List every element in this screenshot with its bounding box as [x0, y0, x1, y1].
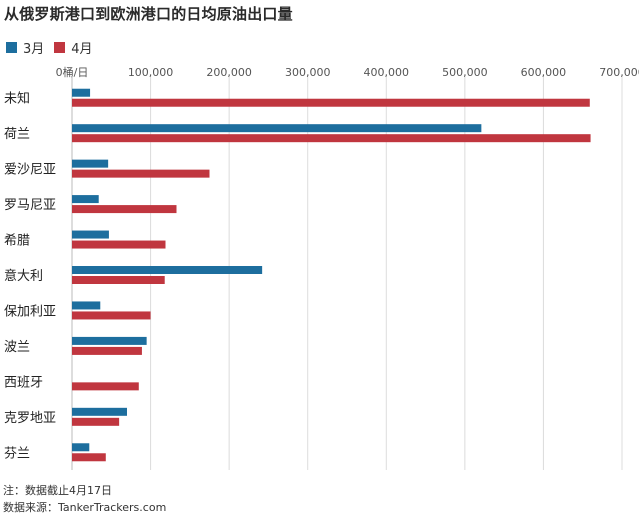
category-label: 希腊: [4, 234, 30, 249]
bar-chart: 0桶/日 100,000 200,000 300,000 400,000 500,000 6…: [4, 65, 639, 470]
bar-march: [72, 88, 91, 97]
legend-swatch-april: [54, 42, 66, 53]
category-label: 罗马尼亚: [4, 198, 56, 213]
bar-april: [72, 169, 210, 178]
x-tick-label: 200,000: [206, 66, 252, 79]
bar-april: [72, 134, 591, 143]
bar-march: [72, 230, 109, 239]
x-tick-label: 400,000: [364, 66, 410, 79]
bar-april: [72, 276, 165, 284]
chart-title: 从俄罗斯港口到欧洲港口的日均原油出口量: [4, 5, 293, 23]
bar-march: [72, 159, 109, 168]
bar-april: [72, 98, 590, 107]
category-label: 保加利亚: [4, 304, 56, 319]
category-label: 意大利: [4, 268, 43, 284]
x-tick-label: 0桶/日: [56, 65, 89, 79]
bar-march: [72, 443, 90, 452]
source-text: 数据来源：TankerTrackers.com: [3, 501, 167, 514]
bar-april: [72, 417, 120, 426]
note-text: 注：数据截止4月17日: [3, 484, 112, 497]
category-label: 波兰: [4, 340, 30, 355]
category-label: 爱沙尼亚: [4, 163, 56, 178]
bar-march: [72, 195, 99, 204]
bar-march: [72, 124, 482, 133]
bar-april: [72, 346, 142, 355]
x-tick-label: 700,000: [599, 66, 639, 79]
x-tick-label: 500,000: [442, 66, 488, 79]
category-label: 西班牙: [4, 375, 43, 390]
legend: 3月 4月: [6, 38, 93, 57]
notes: 注：数据截止4月17日 数据来源：TankerTrackers.com: [3, 482, 166, 516]
bar-april: [72, 382, 139, 391]
category-label: 克罗地亚: [4, 411, 56, 426]
x-tick-label: 300,000: [285, 66, 331, 79]
bar-april: [72, 205, 177, 214]
bar-april: [72, 453, 106, 462]
legend-item-march: 3月: [6, 38, 44, 57]
legend-label-march: 3月: [23, 42, 45, 57]
bar-april: [72, 240, 166, 249]
x-tick-label: 100,000: [128, 66, 174, 79]
bar-march: [72, 266, 263, 274]
x-tick-label: 600,000: [521, 66, 567, 79]
legend-swatch-march: [6, 42, 17, 53]
legend-item-april: 4月: [54, 38, 93, 57]
category-label: 未知: [4, 91, 30, 107]
legend-label-april: 4月: [71, 42, 93, 57]
bar-march: [72, 407, 127, 416]
category-label: 荷兰: [4, 127, 30, 142]
bar-march: [72, 336, 147, 345]
bar-april: [72, 311, 151, 320]
bar-march: [72, 301, 101, 310]
category-label: 芬兰: [4, 446, 30, 461]
